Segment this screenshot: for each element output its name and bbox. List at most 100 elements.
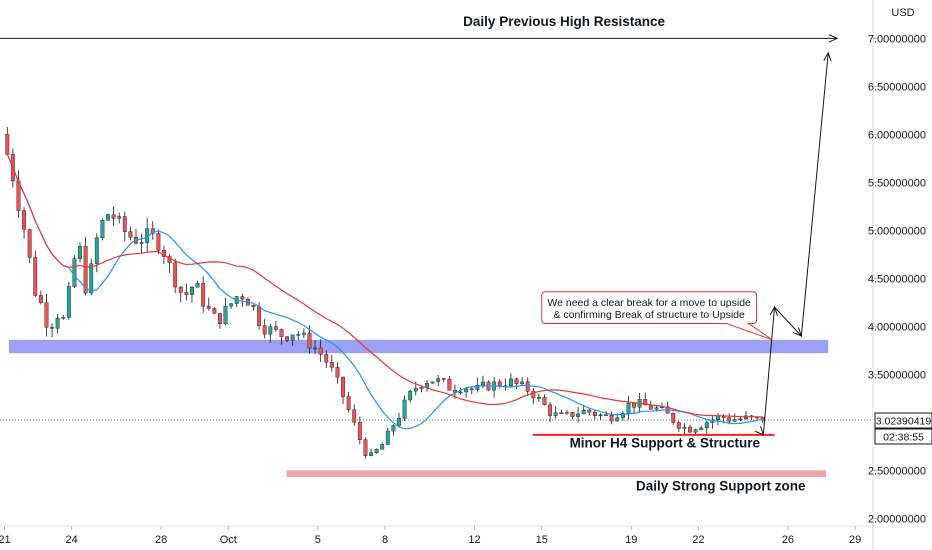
candle-body: [570, 412, 575, 417]
candle-body: [453, 390, 457, 393]
y-tick-label: 6.50000000: [868, 81, 926, 93]
candle-body: [61, 317, 66, 319]
candle-body: [458, 391, 463, 394]
time-axis[interactable]: 21 24 28 Oct 5 8 12 15 19 22 26 29: [0, 525, 873, 546]
annotation-label: Daily Strong Support zone: [636, 478, 806, 493]
candle-body: [117, 216, 122, 219]
candle-body: [195, 283, 200, 288]
y-tick-label: 5.50000000: [868, 177, 926, 189]
candle-body: [301, 332, 306, 335]
candle-body: [106, 214, 110, 221]
zones-layer: [8, 339, 829, 478]
candle-body: [313, 347, 317, 350]
candle-body: [671, 413, 676, 423]
candle-body: [385, 430, 390, 445]
x-tick-label: 5: [315, 534, 321, 546]
candle-body: [352, 409, 357, 423]
moving-average-fast: [6, 153, 763, 430]
currency-label: USD: [891, 7, 914, 19]
x-tick-label: 19: [625, 534, 637, 546]
candle-body: [525, 381, 530, 392]
candle-body: [363, 439, 368, 456]
candle-body: [128, 231, 133, 238]
candle-body: [178, 286, 183, 293]
candle-body: [380, 444, 385, 450]
candles-layer: [5, 126, 765, 459]
candle-body: [206, 305, 211, 309]
candle-body: [89, 263, 94, 294]
candle-body: [335, 367, 340, 378]
candle-body: [648, 404, 653, 410]
candle-body: [212, 308, 217, 314]
candle-body: [408, 390, 413, 401]
candle-body: [598, 414, 603, 416]
candle-body: [374, 449, 379, 453]
candle-body: [447, 378, 452, 391]
projection-arrowhead: [792, 327, 803, 337]
countdown-label: 02:38:55: [883, 432, 924, 444]
candle-body: [542, 397, 547, 406]
candle-body: [55, 317, 60, 329]
callout-layer: We need a clear break for a move to upsi…: [541, 291, 773, 341]
candle-body: [430, 381, 435, 384]
y-tick-label: 7.00000000: [868, 33, 926, 45]
candle-body: [716, 415, 720, 421]
candle-body: [139, 242, 144, 244]
y-tick-label: 4.50000000: [868, 273, 926, 285]
candle-body: [581, 409, 586, 415]
projection-arrowhead: [823, 51, 832, 62]
candle-body: [83, 246, 88, 294]
annotation-label: Daily Previous High Resistance: [463, 14, 665, 29]
candle-body: [475, 384, 480, 390]
candle-body: [78, 246, 82, 260]
candle-body: [676, 422, 681, 429]
candle-body: [27, 229, 32, 258]
candle-body: [564, 412, 569, 414]
candle-body: [732, 419, 737, 422]
last-price-badge: 3.02390419 02:38:55: [874, 412, 932, 445]
candle-body: [318, 347, 323, 355]
candle-body: [262, 325, 267, 335]
callout-text-line: We need a clear break for a move to upsi…: [547, 297, 751, 309]
x-tick-label: 15: [536, 534, 548, 546]
candle-body: [156, 233, 161, 251]
candle-body: [346, 396, 351, 410]
y-tick-label: 4.00000000: [868, 321, 926, 333]
candle-body: [699, 427, 704, 430]
resistance-zone: [8, 339, 829, 354]
candle-body: [357, 422, 362, 440]
y-tick-label: 3.50000000: [868, 369, 926, 381]
candle-body: [508, 378, 513, 386]
candle-body: [413, 388, 418, 392]
candle-body: [22, 210, 26, 230]
candle-body: [290, 334, 295, 341]
candle-body: [122, 216, 127, 232]
candle-body: [553, 412, 558, 416]
moving-averages-layer: [6, 153, 763, 430]
candle-body: [654, 407, 659, 410]
candle-body: [217, 313, 222, 324]
candle-body: [469, 388, 474, 391]
candle-body: [251, 305, 256, 307]
candle-body: [615, 417, 620, 422]
candle-body: [531, 391, 536, 399]
candle-body: [257, 306, 262, 326]
last-price-label: 3.02390419: [876, 416, 932, 428]
candle-body: [441, 378, 446, 380]
x-tick-label: 12: [468, 534, 480, 546]
candle-body: [576, 413, 581, 417]
candle-body: [587, 409, 592, 413]
price-axis[interactable]: USD 7.00000000 6.50000000 6.00000000 5.5000…: [868, 0, 926, 550]
candle-body: [38, 295, 43, 303]
candle-body: [419, 387, 424, 389]
drawings-layer: [0, 34, 839, 436]
candle-body: [5, 134, 10, 155]
candle-body: [369, 452, 373, 456]
candle-body: [464, 388, 469, 393]
candle-body: [592, 411, 597, 416]
candle-body: [229, 303, 234, 307]
candle-body: [620, 413, 625, 418]
candle-body: [520, 381, 525, 384]
candle-body: [682, 426, 687, 429]
